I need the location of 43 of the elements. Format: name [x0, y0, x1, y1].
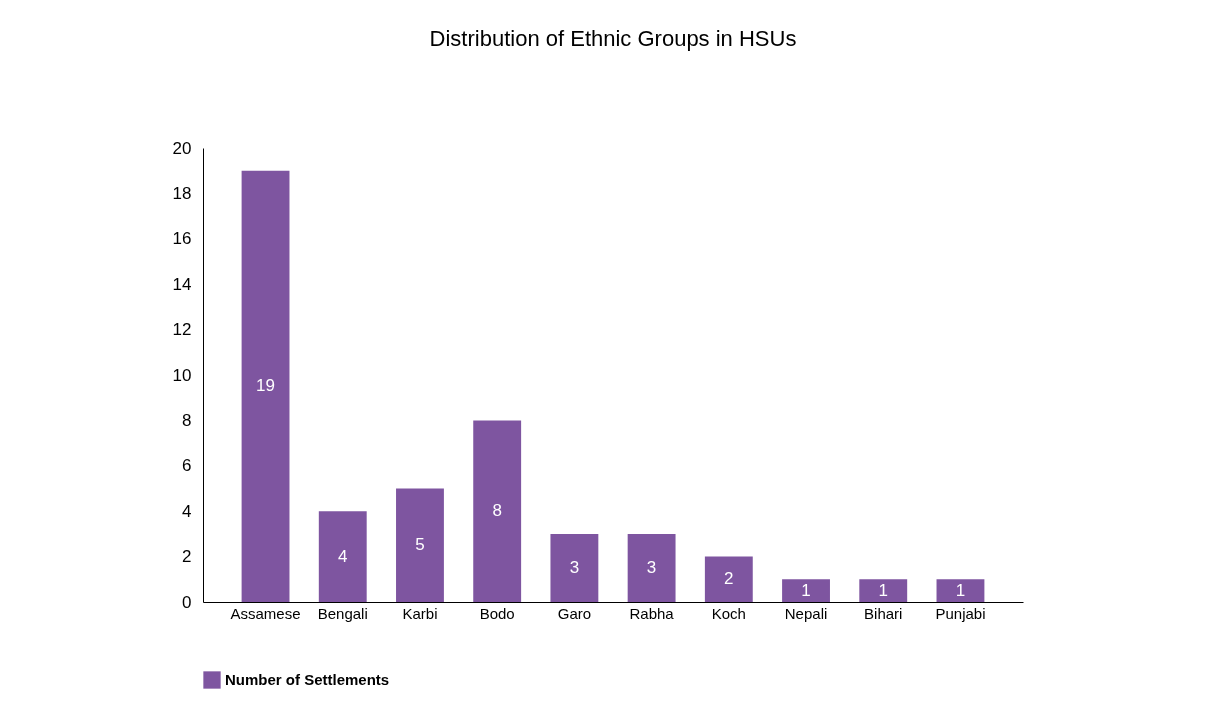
y-tick-label: 20 [172, 138, 192, 158]
data-label: 3 [569, 557, 580, 577]
x-tick-label: Assamese [230, 604, 301, 622]
data-label: 8 [492, 501, 502, 521]
y-tick-label: 10 [172, 365, 192, 385]
x-tick-label: Koch [711, 604, 746, 622]
chart-title: Distribution of Ethnic Groups in HSUs [429, 26, 797, 51]
y-tick-label: 6 [182, 456, 192, 476]
data-label: 5 [415, 535, 425, 555]
y-tick-label: 16 [172, 229, 192, 249]
bar [704, 556, 753, 602]
x-tick-label: Rabha [629, 604, 675, 622]
x-tick-label: Bodo [479, 604, 515, 622]
data-label: 2 [724, 569, 734, 589]
y-tick-label: 2 [182, 547, 192, 567]
legend-label: Number of Settlements [225, 671, 390, 688]
x-tick-label: Karbi [402, 604, 438, 622]
bar [550, 533, 599, 602]
y-tick-label: 18 [172, 183, 192, 203]
bar [241, 170, 290, 602]
data-label: 3 [646, 557, 657, 577]
x-tick-label: Bengali [317, 604, 368, 622]
data-label: 1 [878, 580, 888, 600]
y-tick-label: 0 [182, 592, 192, 612]
y-tick-label: 4 [182, 501, 192, 521]
bar [396, 488, 444, 602]
data-label: 19 [256, 376, 275, 396]
data-label: 4 [338, 546, 348, 566]
bar [782, 579, 830, 602]
bar [473, 420, 522, 602]
x-tick-label: Garo [557, 604, 592, 622]
x-tick-label: Nepali [784, 604, 828, 622]
data-label: 1 [801, 580, 811, 600]
y-tick-label: 14 [172, 274, 192, 294]
y-tick-label: 12 [172, 320, 192, 340]
x-tick-label: Bihari [864, 604, 903, 622]
y-tick-label: 8 [182, 410, 192, 430]
bar [936, 579, 985, 602]
x-tick-label: Punjabi [935, 604, 986, 622]
bar [318, 511, 367, 602]
bar [627, 533, 676, 602]
data-label: 1 [955, 580, 966, 600]
bar [859, 579, 908, 602]
